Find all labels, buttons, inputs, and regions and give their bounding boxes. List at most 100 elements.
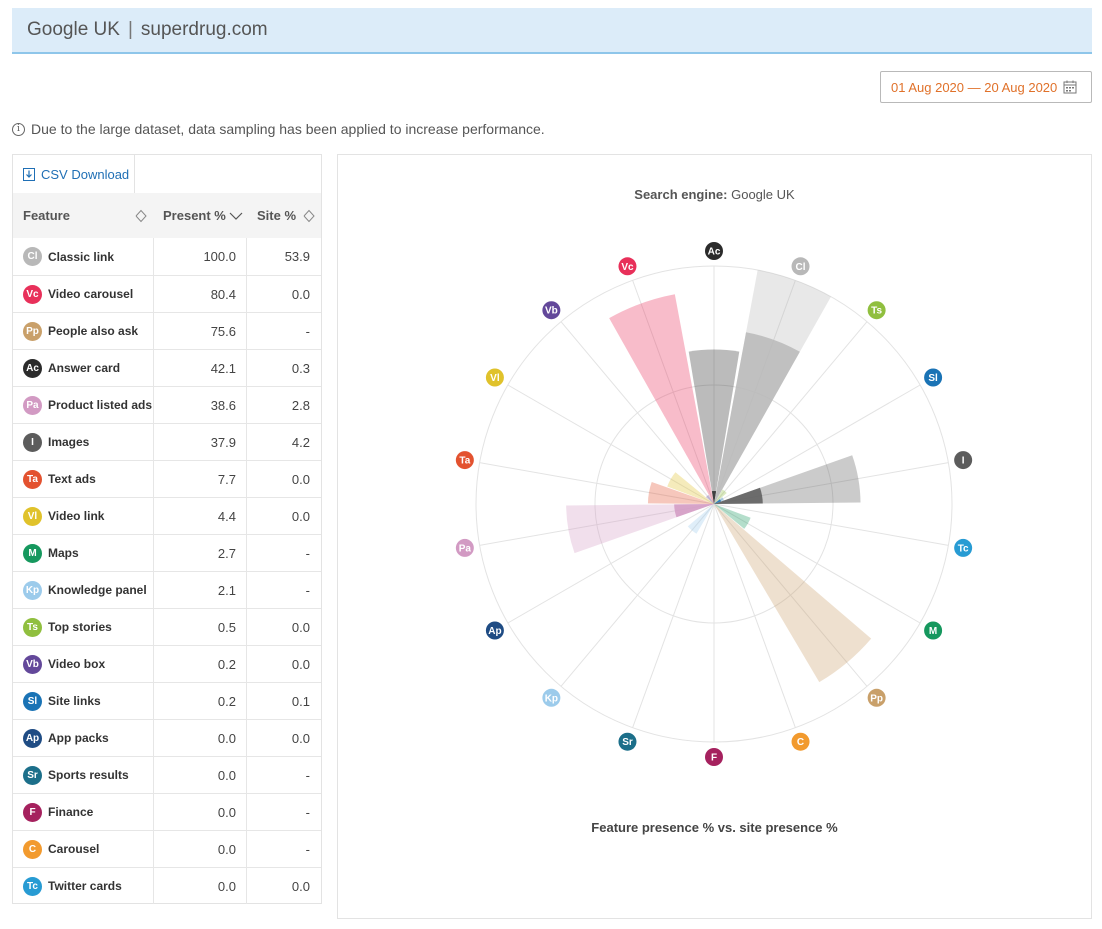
table-body: Cl Classic link 100.0 53.9 Vc Video carousel 8… bbox=[13, 238, 321, 904]
site-wedge[interactable] bbox=[714, 499, 722, 504]
feature-cell: Pa Product listed ads bbox=[13, 387, 154, 423]
site-cell: - bbox=[305, 582, 310, 598]
presence-wedge[interactable] bbox=[647, 482, 714, 504]
feature-cell: Kp Knowledge panel bbox=[13, 572, 154, 608]
feature-cell: F Finance bbox=[13, 794, 154, 830]
presence-wedge[interactable] bbox=[714, 504, 872, 683]
category-label: Ts bbox=[871, 306, 882, 317]
sort-icon bbox=[303, 209, 315, 223]
chart-caption: Feature presence % vs. site presence % bbox=[591, 820, 838, 835]
present-cell: 2.1 bbox=[154, 572, 247, 608]
feature-badge-icon: Sl bbox=[23, 691, 42, 711]
feature-badge-icon: M bbox=[23, 543, 42, 563]
grid-spoke bbox=[713, 384, 921, 505]
present-cell: 75.6 bbox=[154, 313, 247, 349]
feature-cell: Ts Top stories bbox=[13, 609, 154, 645]
table-row[interactable]: Ac Answer card 42.1 0.3 bbox=[13, 349, 321, 386]
table-row[interactable]: Ts Top stories 0.5 0.0 bbox=[13, 608, 321, 645]
present-cell: 0.0 bbox=[154, 794, 247, 830]
category-badge-icon bbox=[924, 621, 943, 640]
category-badge-icon bbox=[542, 301, 561, 320]
table-row[interactable]: M Maps 2.7 - bbox=[13, 534, 321, 571]
table-row[interactable]: Ap App packs 0.0 0.0 bbox=[13, 719, 321, 756]
column-header-feature[interactable]: Feature bbox=[13, 193, 154, 238]
feature-badge-icon: F bbox=[23, 802, 42, 822]
sort-icon bbox=[135, 209, 147, 223]
present-cell: 0.0 bbox=[154, 757, 247, 793]
column-header-feature-label: Feature bbox=[23, 208, 70, 223]
table-row[interactable]: Pa Product listed ads 38.6 2.8 bbox=[13, 386, 321, 423]
column-header-present[interactable]: Present % bbox=[154, 193, 247, 238]
presence-wedge[interactable] bbox=[714, 489, 727, 504]
presence-wedge[interactable] bbox=[609, 294, 714, 504]
site-wedge[interactable] bbox=[674, 504, 714, 518]
feature-cell: Ap App packs bbox=[13, 720, 154, 756]
category-label: M bbox=[929, 626, 937, 637]
grid-spoke bbox=[713, 503, 796, 728]
presence-wedge[interactable] bbox=[667, 472, 714, 504]
table-row[interactable]: Ta Text ads 7.7 0.0 bbox=[13, 460, 321, 497]
table-row[interactable]: Kp Knowledge panel 2.1 - bbox=[13, 571, 321, 608]
calendar-icon[interactable] bbox=[1063, 80, 1077, 94]
site-wedge[interactable] bbox=[714, 487, 763, 504]
category-label: C bbox=[797, 737, 804, 748]
feature-name: Carousel bbox=[48, 842, 100, 856]
table-row[interactable]: Pp People also ask 75.6 - bbox=[13, 312, 321, 349]
grid-spoke bbox=[560, 321, 715, 505]
presence-wedge[interactable] bbox=[688, 349, 740, 504]
category-label: F bbox=[711, 753, 717, 764]
site-cell: 2.8 bbox=[291, 397, 310, 413]
category-badge-icon bbox=[924, 368, 943, 387]
sampling-notice-text: Due to the large dataset, data sampling … bbox=[31, 121, 545, 137]
feature-name: Classic link bbox=[48, 249, 115, 264]
feature-name: Video carousel bbox=[48, 287, 134, 301]
feature-cell: Sr Sports results bbox=[13, 757, 154, 793]
present-cell: 0.2 bbox=[154, 683, 247, 719]
category-label: Sl bbox=[928, 373, 938, 384]
category-label: Pp bbox=[870, 693, 883, 704]
table-row[interactable]: C Carousel 0.0 - bbox=[13, 830, 321, 867]
grid-spoke bbox=[713, 503, 921, 624]
column-header-site[interactable]: Site % bbox=[247, 193, 321, 238]
feature-cell: Vc Video carousel bbox=[13, 276, 154, 312]
present-cell: 100.0 bbox=[154, 238, 247, 275]
grid-spoke bbox=[560, 503, 715, 687]
date-range-picker[interactable]: 01 Aug 2020 — 20 Aug 2020 bbox=[880, 71, 1092, 103]
table-row[interactable]: Sr Sports results 0.0 - bbox=[13, 756, 321, 793]
table-row[interactable]: F Finance 0.0 - bbox=[13, 793, 321, 830]
table-row[interactable]: Vl Video link 4.4 0.0 bbox=[13, 497, 321, 534]
info-icon: i bbox=[12, 122, 25, 136]
category-badge-icon bbox=[455, 451, 474, 470]
category-badge-icon bbox=[485, 621, 504, 640]
feature-badge-icon: Vc bbox=[23, 284, 42, 304]
chart-title-label: Search engine: bbox=[634, 187, 728, 202]
csv-download-button[interactable]: CSV Download bbox=[13, 155, 135, 193]
present-cell: 4.4 bbox=[154, 498, 247, 534]
table-row[interactable]: Vb Video box 0.2 0.0 bbox=[13, 645, 321, 682]
grid-spoke bbox=[507, 384, 715, 505]
presence-wedge[interactable] bbox=[687, 504, 714, 534]
feature-badge-icon: Sr bbox=[23, 765, 42, 785]
feature-cell: C Carousel bbox=[13, 831, 154, 867]
category-label: Ac bbox=[708, 247, 721, 258]
table-row[interactable]: Vc Video carousel 80.4 0.0 bbox=[13, 275, 321, 312]
feature-badge-icon: Pa bbox=[23, 395, 42, 415]
category-label: Kp bbox=[545, 693, 558, 704]
table-row[interactable]: Tc Twitter cards 0.0 0.0 bbox=[13, 867, 321, 904]
table-row[interactable]: Sl Site links 0.2 0.1 bbox=[13, 682, 321, 719]
feature-badge-icon: Vl bbox=[23, 506, 42, 526]
site-wedge[interactable] bbox=[711, 490, 717, 504]
category-badge-icon bbox=[791, 732, 810, 751]
feature-table-panel: CSV Download Feature Present % Site % Cl… bbox=[12, 154, 322, 904]
table-row[interactable]: I Images 37.9 4.2 bbox=[13, 423, 321, 460]
header-separator: | bbox=[127, 19, 133, 40]
feature-name: Knowledge panel bbox=[48, 583, 147, 597]
site-wedge[interactable] bbox=[714, 332, 800, 504]
table-row[interactable]: Cl Classic link 100.0 53.9 bbox=[13, 238, 321, 275]
csv-download-label: CSV Download bbox=[41, 166, 130, 182]
feature-name: Top stories bbox=[48, 620, 112, 634]
presence-wedge[interactable] bbox=[705, 494, 714, 504]
feature-cell: M Maps bbox=[13, 535, 154, 571]
category-badge-icon bbox=[542, 688, 561, 707]
presence-wedge[interactable] bbox=[714, 504, 751, 529]
